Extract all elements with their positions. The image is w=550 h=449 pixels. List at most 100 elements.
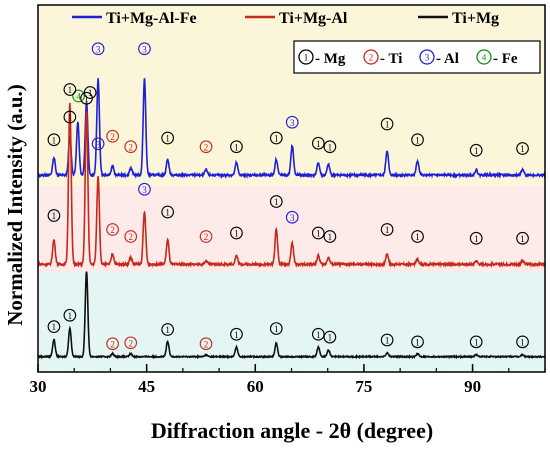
phase-marker: 1 xyxy=(380,117,394,131)
phase-marker: 1 xyxy=(80,91,93,105)
svg-text:1: 1 xyxy=(474,337,479,347)
series-line-1 xyxy=(37,78,546,180)
phase-marker: 1 xyxy=(230,327,243,341)
phase-marker: 1 xyxy=(230,226,243,240)
phase-marker: 1 xyxy=(469,335,483,349)
svg-text:1: 1 xyxy=(165,325,170,335)
svg-text:1: 1 xyxy=(52,211,57,221)
phase-marker: 3 xyxy=(138,182,151,196)
phase-legend-label: - Ti xyxy=(380,51,402,67)
background-bands xyxy=(38,5,545,372)
legend: Ti+Mg-Al-Fe Ti+Mg-Al Ti+Mg 1 - Mg 2 - Ti 3 - Al 4… xyxy=(72,10,541,74)
phase-marker: 1 xyxy=(380,333,394,347)
svg-text:1: 1 xyxy=(316,229,321,239)
svg-text:2: 2 xyxy=(110,225,115,235)
phase-marker: 1 xyxy=(380,223,394,236)
x-axis-label: Diffraction angle - 2θ (degree) xyxy=(151,418,433,443)
phase-marker: 2 xyxy=(106,337,119,351)
phase-marker: 1 xyxy=(63,110,77,124)
phase-legend-item: 1 - Mg xyxy=(298,49,346,67)
svg-text:3: 3 xyxy=(96,44,101,54)
phase-marker: 1 xyxy=(63,308,77,322)
svg-text:1: 1 xyxy=(165,134,170,144)
phase-marker: 1 xyxy=(269,131,283,145)
svg-text:2: 2 xyxy=(204,142,209,152)
phase-marker: 1 xyxy=(47,320,61,334)
axes: 30 45 60 75 90 xyxy=(30,4,546,396)
phase-marker: 4 xyxy=(72,89,85,103)
svg-text:1: 1 xyxy=(385,225,390,235)
svg-text:1: 1 xyxy=(328,232,333,242)
x-tick-label: 30 xyxy=(30,377,47,396)
phase-marker: 1 xyxy=(323,330,337,344)
svg-text:2: 2 xyxy=(369,53,374,63)
svg-text:3: 3 xyxy=(142,44,147,54)
legend-label: Ti+Mg-Al-Fe xyxy=(106,10,197,27)
phase-marker: 3 xyxy=(138,42,151,56)
phase-marker: 3 xyxy=(91,42,105,56)
svg-text:1: 1 xyxy=(84,94,89,104)
series-line-2 xyxy=(37,102,546,269)
phase-marker: 1 xyxy=(516,142,529,155)
svg-text:1: 1 xyxy=(328,333,333,343)
svg-text:1: 1 xyxy=(415,337,420,347)
x-tick-label: 90 xyxy=(464,377,481,396)
phase-marker: 1 xyxy=(230,140,243,154)
phase-marker: 1 xyxy=(311,226,325,240)
svg-text:1: 1 xyxy=(165,208,170,218)
svg-text:1: 1 xyxy=(68,85,73,95)
x-tick-label: 60 xyxy=(247,377,264,396)
svg-text:1: 1 xyxy=(274,134,279,144)
phase-marker: 2 xyxy=(106,129,119,143)
phase-marker: 1 xyxy=(63,83,77,96)
svg-text:3: 3 xyxy=(290,213,295,223)
svg-text:2: 2 xyxy=(204,232,209,242)
svg-text:1: 1 xyxy=(234,229,239,239)
phase-marker: 2 xyxy=(106,223,119,236)
svg-text:2: 2 xyxy=(128,142,133,152)
svg-text:1: 1 xyxy=(474,234,479,244)
series-curves xyxy=(37,78,546,360)
phase-legend-item: 3 - Al xyxy=(419,49,459,67)
phase-legend-item: 2 - Ti xyxy=(363,49,402,67)
phase-marker: 2 xyxy=(124,140,138,154)
legend-label: Ti+Mg xyxy=(452,10,499,27)
phase-marker: 1 xyxy=(161,205,174,219)
svg-text:1: 1 xyxy=(304,53,309,63)
svg-text:1: 1 xyxy=(385,335,390,345)
phase-marker: 1 xyxy=(411,335,424,349)
legend-label: Ti+Mg-Al xyxy=(279,10,348,27)
phase-marker: 1 xyxy=(469,143,483,157)
svg-text:1: 1 xyxy=(52,135,57,145)
phase-marker: 1 xyxy=(469,231,483,245)
phase-marker: 2 xyxy=(199,337,213,351)
phase-legend-item: 4 - Fe xyxy=(476,49,518,67)
y-axis-label: Normalized Intensity (a.u.) xyxy=(3,84,27,325)
svg-text:1: 1 xyxy=(234,142,239,152)
phase-marker: 1 xyxy=(311,327,325,341)
phase-marker: 1 xyxy=(269,195,283,208)
svg-text:1: 1 xyxy=(68,113,73,123)
phase-marker: 1 xyxy=(411,133,424,147)
phase-marker: 3 xyxy=(285,115,299,129)
x-tick-label: 45 xyxy=(138,377,155,396)
phase-marker: 1 xyxy=(161,323,174,336)
svg-text:1: 1 xyxy=(274,197,279,207)
phase-legend-label: - Mg xyxy=(315,51,346,67)
svg-text:1: 1 xyxy=(316,139,321,149)
phase-marker: 2 xyxy=(124,230,138,243)
phase-marker: 1 xyxy=(323,230,337,243)
phase-marker: 1 xyxy=(161,131,174,145)
svg-text:1: 1 xyxy=(328,142,333,152)
phase-marker: 1 xyxy=(323,140,337,154)
phase-marker: 2 xyxy=(199,230,213,243)
phase-legend-label: - Al xyxy=(436,51,459,67)
svg-text:3: 3 xyxy=(142,185,147,195)
svg-text:3: 3 xyxy=(290,118,295,128)
svg-text:2: 2 xyxy=(204,339,209,349)
phase-marker: 3 xyxy=(285,210,299,224)
phase-marker: 1 xyxy=(411,230,424,243)
svg-text:1: 1 xyxy=(520,144,525,154)
